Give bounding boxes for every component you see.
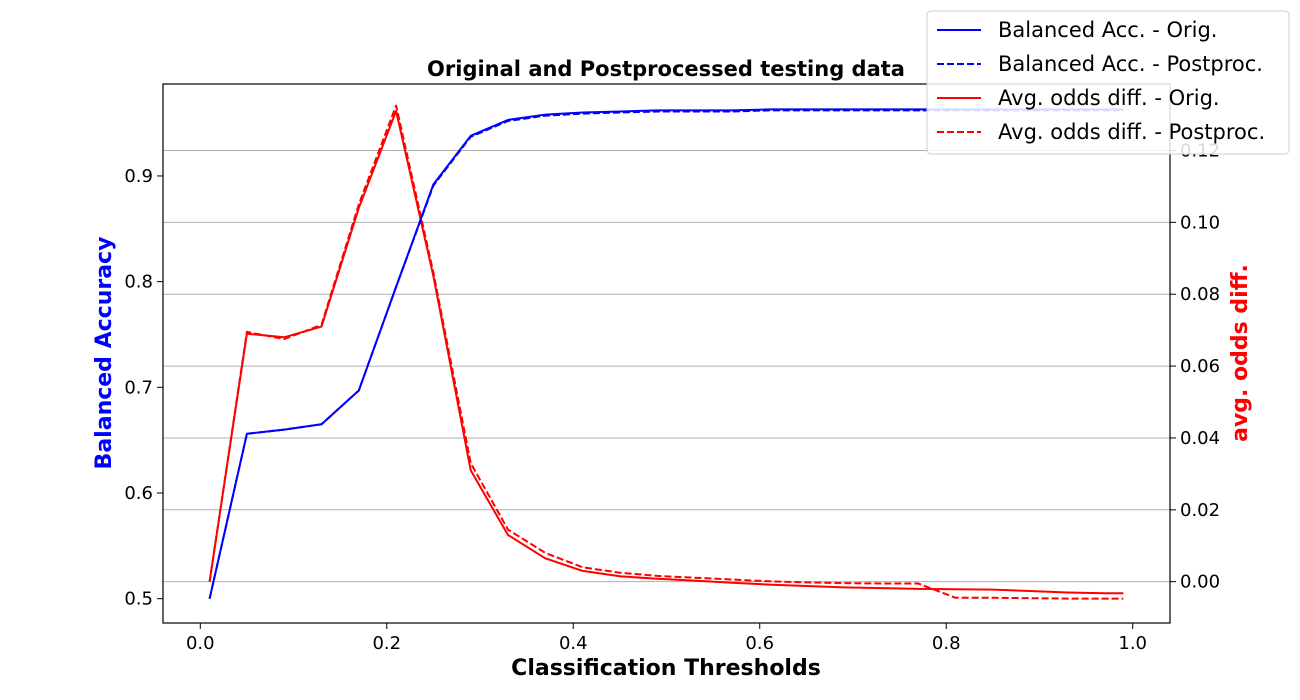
y-right-tick-label-3: 0.06	[1180, 356, 1220, 377]
legend-label-0: Balanced Acc. - Orig.	[998, 18, 1217, 42]
y-axis-left: 0.5 0.6 0.7 0.8 0.9	[124, 166, 163, 610]
legend-label-2: Avg. odds diff. - Orig.	[998, 86, 1220, 110]
y-right-tick-label-1: 0.02	[1180, 500, 1220, 521]
x-tick-label-2: 0.4	[559, 633, 588, 654]
x-axis: 0.0 0.2 0.4 0.6 0.8 1.0	[186, 623, 1147, 654]
grid-lines	[163, 149, 1170, 583]
legend-label-3: Avg. odds diff. - Postproc.	[998, 120, 1265, 144]
x-axis-label: Classification Thresholds	[511, 656, 821, 681]
chart-title: Original and Postprocessed testing data	[427, 57, 905, 81]
x-tick-label-5: 1.0	[1118, 633, 1147, 654]
y-axis-right-label: avg. odds diff.	[1228, 264, 1253, 442]
y-right-tick-label-4: 0.08	[1180, 284, 1220, 305]
y-right-tick-label-0: 0.00	[1180, 572, 1220, 593]
x-tick-label-3: 0.6	[745, 633, 774, 654]
x-tick-label-4: 0.8	[932, 633, 961, 654]
series-line-avg-odds-diff-postproc	[208, 104, 1124, 600]
legend: Balanced Acc. - Orig. Balanced Acc. - Pos…	[926, 10, 1290, 155]
series-line-balanced-acc-postproc	[208, 109, 1124, 599]
plot-frame	[162, 83, 1171, 624]
y-left-tick-label-1: 0.6	[124, 483, 153, 504]
y-right-tick-label-5: 0.10	[1180, 212, 1220, 233]
legend-box	[926, 10, 1290, 155]
y-left-tick-label-0: 0.5	[124, 589, 153, 610]
y-left-tick-label-2: 0.7	[124, 377, 153, 398]
y-axis-left-label: Balanced Accuracy	[92, 237, 117, 470]
y-axis-right: 0.000.020.040.060.080.100.12	[1170, 140, 1220, 593]
y-left-tick-label-3: 0.8	[124, 272, 153, 293]
x-tick-label-0: 0.0	[186, 633, 215, 654]
y-left-tick-label-4: 0.9	[124, 166, 153, 187]
series-line-balanced-acc-orig	[208, 108, 1124, 599]
x-tick-label-1: 0.2	[372, 633, 401, 654]
series-line-avg-odds-diff-orig	[208, 110, 1124, 595]
y-right-tick-label-2: 0.04	[1180, 428, 1220, 449]
legend-label-1: Balanced Acc. - Postproc.	[998, 52, 1263, 76]
series-lines	[208, 104, 1124, 600]
